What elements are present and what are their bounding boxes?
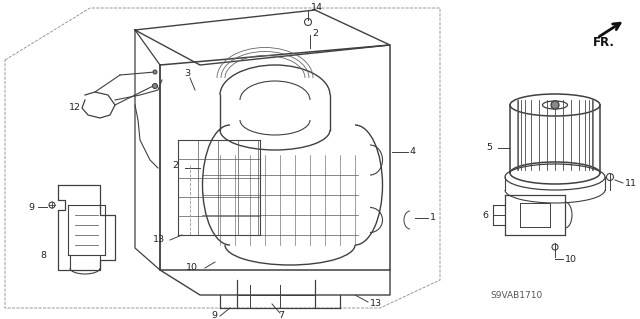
Text: 3: 3	[184, 70, 190, 78]
Text: 2: 2	[312, 28, 318, 38]
Text: FR.: FR.	[593, 36, 615, 49]
Text: 13: 13	[370, 300, 382, 308]
Text: 12: 12	[69, 103, 81, 113]
Circle shape	[551, 101, 559, 109]
Text: 8: 8	[40, 250, 46, 259]
Text: S9VAB1710: S9VAB1710	[490, 291, 542, 300]
Text: 9: 9	[28, 203, 34, 211]
Text: 10: 10	[186, 263, 198, 272]
Text: 6: 6	[482, 211, 488, 219]
Text: 5: 5	[486, 144, 492, 152]
Text: 9: 9	[211, 311, 217, 319]
Text: 4: 4	[410, 147, 416, 157]
Text: 1: 1	[430, 213, 436, 222]
Text: 11: 11	[625, 179, 637, 188]
Circle shape	[152, 84, 157, 88]
Text: 7: 7	[278, 311, 284, 319]
Text: 10: 10	[565, 255, 577, 263]
Circle shape	[153, 70, 157, 74]
Text: 13: 13	[153, 235, 165, 244]
Text: 2: 2	[172, 161, 178, 170]
Text: 14: 14	[311, 4, 323, 12]
